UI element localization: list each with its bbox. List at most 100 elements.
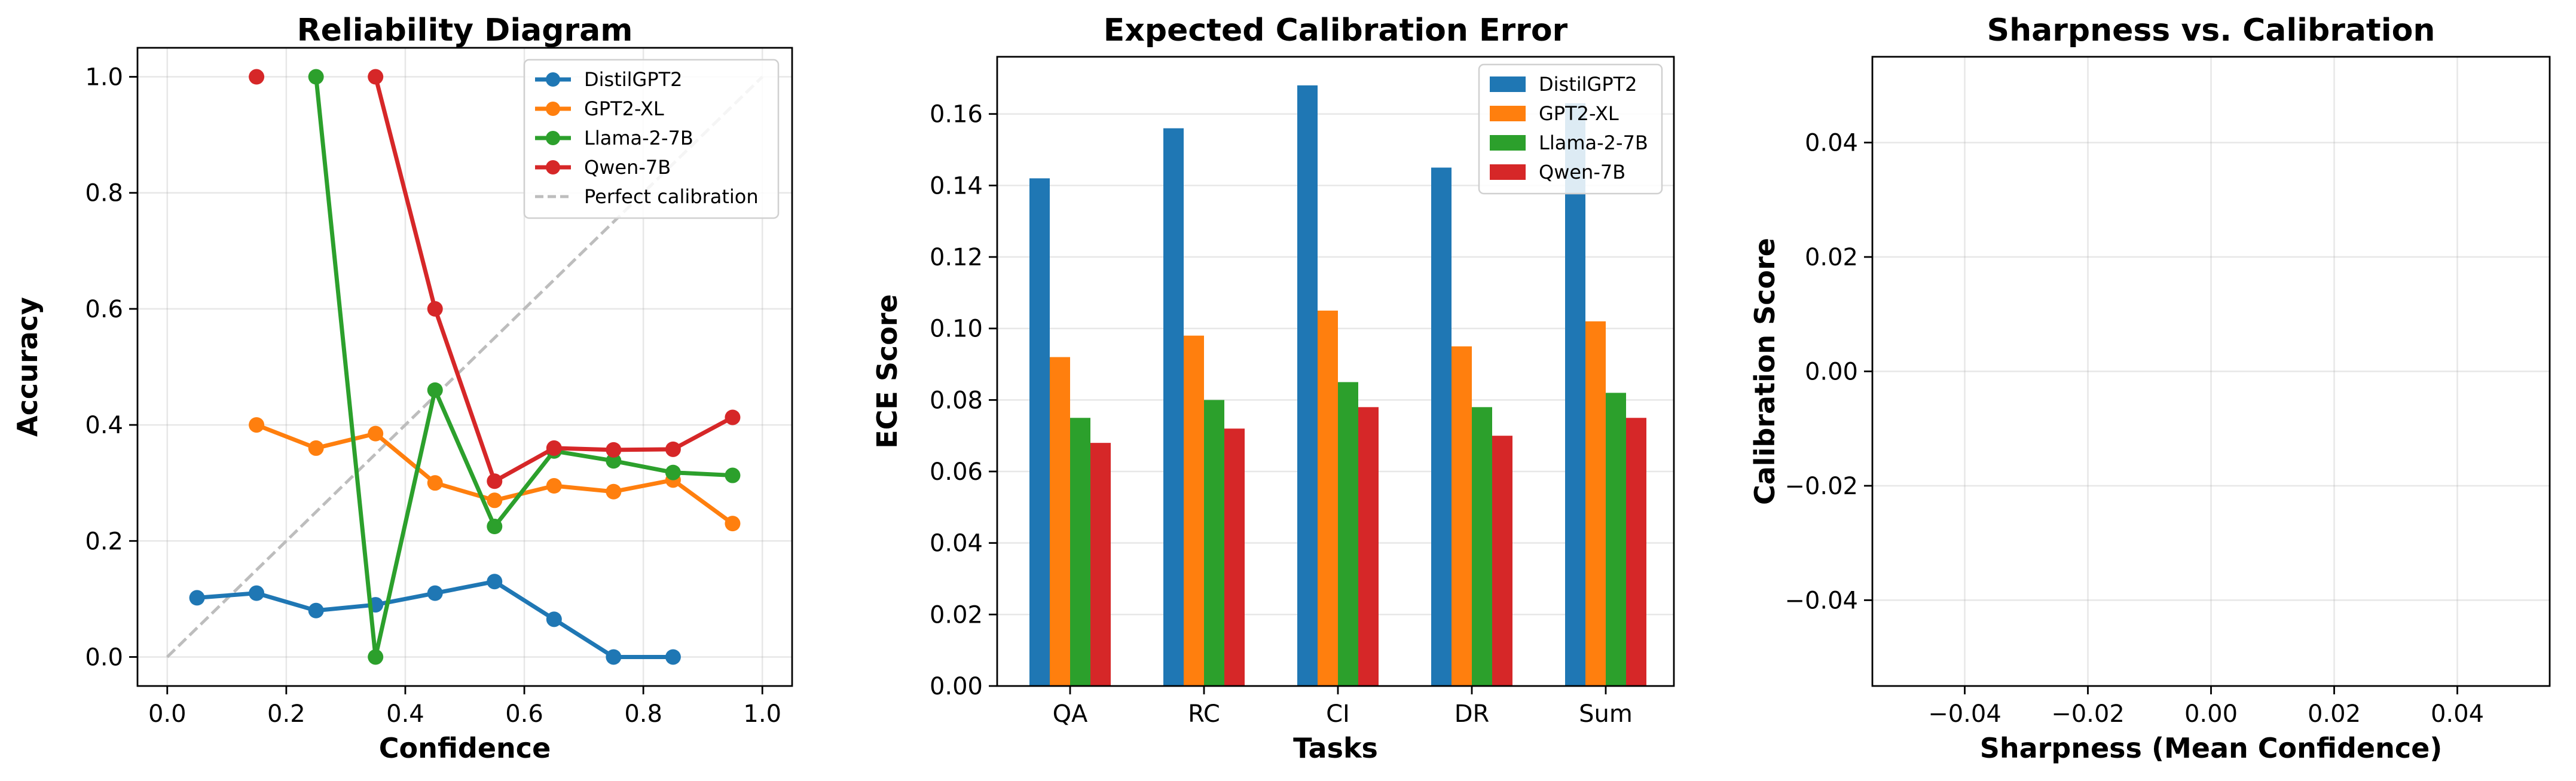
y-tick-label: 0.16 xyxy=(930,101,983,128)
bar-qwen-7b-ci xyxy=(1358,407,1379,686)
ece-bars-layer xyxy=(1029,85,1646,687)
x-tick-label: 0.2 xyxy=(267,700,305,728)
bar-qwen-7b-qa xyxy=(1090,443,1111,686)
y-tick-label: 1.0 xyxy=(85,64,123,91)
y-tick-label: −0.02 xyxy=(1784,473,1858,500)
legend-item-llama-2-7b: Llama-2-7B xyxy=(1490,131,1648,154)
bar-gpt2-xl-qa xyxy=(1050,357,1070,686)
category-label-qa: QA xyxy=(1053,700,1088,728)
data-point-gpt2-xl xyxy=(368,425,384,442)
category-label-ci: CI xyxy=(1326,700,1350,728)
legend-label: DistilGPT2 xyxy=(584,68,683,91)
data-point-qwen-7b xyxy=(249,69,265,85)
x-tick-label: −0.02 xyxy=(2051,700,2125,728)
data-point-llama-2-7b xyxy=(606,453,622,469)
bar-llama-2-7b-rc xyxy=(1204,400,1224,686)
bar-llama-2-7b-dr xyxy=(1472,407,1492,686)
legend-item-qwen-7b: Qwen-7B xyxy=(1490,161,1625,183)
data-point-gpt2-xl xyxy=(725,516,741,532)
series-qwen-7b xyxy=(249,69,741,489)
data-point-distilgpt2 xyxy=(427,585,443,601)
bar-llama-2-7b-qa xyxy=(1070,418,1090,686)
data-point-gpt2-xl xyxy=(249,417,265,433)
legend-label: GPT2-XL xyxy=(1539,102,1619,125)
x-tick-label: 0.8 xyxy=(624,700,662,728)
legend-item-gpt2-xl: GPT2-XL xyxy=(535,97,664,120)
bar-distilgpt2-rc xyxy=(1163,128,1184,687)
data-point-distilgpt2 xyxy=(308,602,324,618)
series-llama-2-7b xyxy=(308,69,741,665)
bar-qwen-7b-rc xyxy=(1224,428,1245,686)
x-tick-label: 0.6 xyxy=(505,700,543,728)
y-tick-label: 0.04 xyxy=(1805,130,1858,157)
sharpness-y-axis-label: Calibration Score xyxy=(1749,238,1781,505)
data-point-distilgpt2 xyxy=(487,574,503,590)
reliability-diagram-panel: 0.0 0.2 0.4 0.6 0.8 1.0 0.0 0.2 0.4 0.6 0.8 1.0 Rel… xyxy=(11,13,793,764)
sharpness-calibration-panel: −0.04 −0.02 0.00 0.02 0.04 −0.04 −0.02 0.00 0.02… xyxy=(1749,13,2551,764)
ece-y-axis-label: ECE Score xyxy=(871,294,903,449)
sharpness-title: Sharpness vs. Calibration xyxy=(1987,13,2436,48)
y-tick-label: 0.02 xyxy=(1805,244,1858,271)
ece-plot-frame xyxy=(996,56,1675,687)
legend-label: DistilGPT2 xyxy=(1539,73,1637,96)
data-point-llama-2-7b xyxy=(368,649,384,665)
data-point-distilgpt2 xyxy=(189,590,205,606)
category-label-rc: RC xyxy=(1188,700,1220,728)
bar-llama-2-7b-sum xyxy=(1606,393,1626,686)
series-line-llama-2-7b xyxy=(314,76,733,659)
bar-series-llama-2-7b xyxy=(1070,382,1626,686)
data-point-qwen-7b xyxy=(427,301,443,317)
reliability-plot-frame xyxy=(136,47,793,687)
bar-llama-2-7b-ci xyxy=(1338,382,1358,686)
y-tick-label: 0.0 xyxy=(85,644,123,671)
bar-distilgpt2-ci xyxy=(1297,85,1318,686)
legend-label: Llama-2-7B xyxy=(1539,131,1648,154)
ece-bar-chart-panel: 0.00 0.02 0.04 0.06 0.08 0.10 0.12 0.14 0.16 QA RC… xyxy=(871,13,1675,764)
ece-ticks: 0.00 0.02 0.04 0.06 0.08 0.10 0.12 0.14 0.16 QA RC… xyxy=(930,101,1633,728)
x-tick-label: 0.0 xyxy=(148,700,187,728)
legend-swatch xyxy=(1490,106,1526,121)
category-label-dr: DR xyxy=(1454,700,1490,728)
legend-item-llama-2-7b: Llama-2-7B xyxy=(535,127,693,149)
reliability-x-axis-label: Confidence xyxy=(379,732,551,764)
y-tick-label: 0.8 xyxy=(85,180,123,207)
legend-item-distilgpt2: DistilGPT2 xyxy=(1490,73,1637,96)
legend-label: GPT2-XL xyxy=(584,97,664,120)
legend-label: Perfect calibration xyxy=(584,185,759,208)
reliability-title: Reliability Diagram xyxy=(297,13,633,48)
data-point-qwen-7b xyxy=(368,69,384,85)
sharpness-ticks: −0.04 −0.02 0.00 0.02 0.04 −0.04 −0.02 0.00 0.02… xyxy=(1784,130,2484,728)
legend-box xyxy=(1478,63,1663,195)
data-point-qwen-7b xyxy=(665,441,681,457)
data-point-qwen-7b xyxy=(606,442,622,458)
data-point-llama-2-7b xyxy=(308,69,324,85)
sharpness-x-axis-label: Sharpness (Mean Confidence) xyxy=(1980,732,2443,764)
y-tick-label: 0.06 xyxy=(930,458,983,486)
legend-item-perfect-calibration: Perfect calibration xyxy=(535,185,759,208)
bar-gpt2-xl-dr xyxy=(1452,346,1472,686)
data-point-gpt2-xl xyxy=(427,475,443,491)
bar-gpt2-xl-rc xyxy=(1184,335,1204,686)
legend-box xyxy=(523,59,780,219)
data-point-gpt2-xl xyxy=(487,492,503,509)
y-tick-label: 0.00 xyxy=(930,673,983,700)
bar-qwen-7b-sum xyxy=(1626,418,1646,686)
bar-qwen-7b-dr xyxy=(1492,436,1512,686)
bar-series-gpt2-xl xyxy=(1050,310,1606,686)
legend-swatch xyxy=(1490,164,1526,180)
data-point-llama-2-7b xyxy=(427,382,443,398)
x-tick-label: 0.04 xyxy=(2431,700,2484,728)
y-tick-label: 0.14 xyxy=(930,172,983,200)
legend-item-qwen-7b: Qwen-7B xyxy=(535,156,671,179)
x-tick-label: 0.00 xyxy=(2184,700,2238,728)
legend-label: Llama-2-7B xyxy=(584,127,693,149)
bar-distilgpt2-qa xyxy=(1029,178,1050,687)
data-point-qwen-7b xyxy=(725,409,741,425)
reliability-ticks: 0.0 0.2 0.4 0.6 0.8 1.0 0.0 0.2 0.4 0.6 0.8 1.0 xyxy=(85,64,781,728)
x-tick-label: 1.0 xyxy=(743,700,781,728)
legend-label: Qwen-7B xyxy=(1539,161,1625,183)
legend-marker xyxy=(546,160,560,174)
bar-distilgpt2-dr xyxy=(1431,167,1452,687)
x-tick-label: 0.02 xyxy=(2308,700,2361,728)
category-label-sum: Sum xyxy=(1579,700,1633,728)
